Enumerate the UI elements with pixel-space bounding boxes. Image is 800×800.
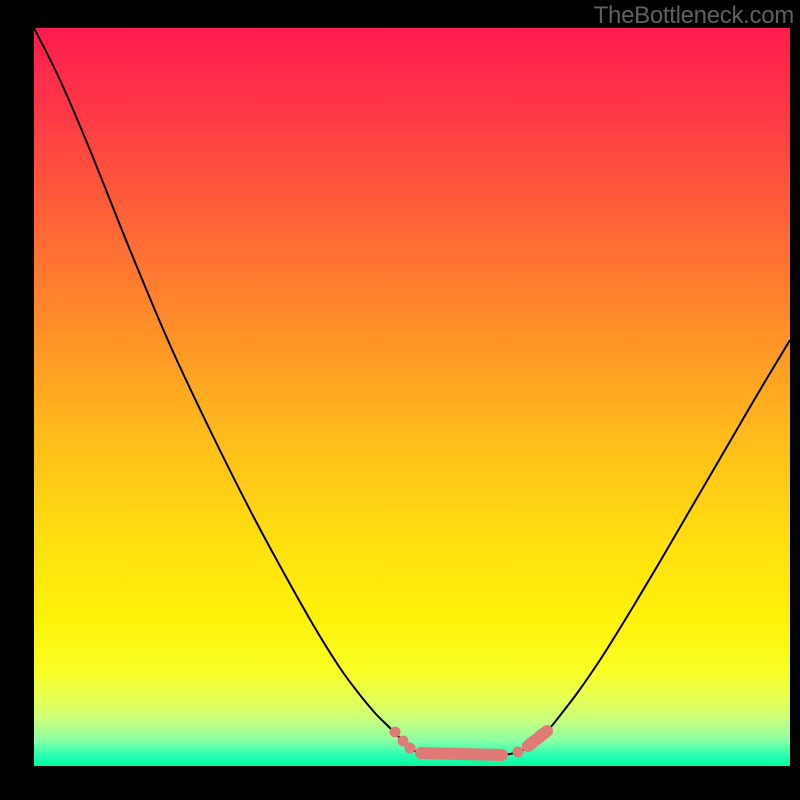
- watermark-text: TheBottleneck.com: [594, 2, 794, 30]
- bottleneck-chart: [0, 0, 800, 800]
- marker-dot: [513, 747, 524, 758]
- chart-container: TheBottleneck.com: [0, 0, 800, 800]
- marker-pill: [421, 753, 502, 755]
- plot-background: [34, 28, 790, 766]
- marker-dot: [405, 743, 416, 754]
- marker-dot: [390, 727, 401, 738]
